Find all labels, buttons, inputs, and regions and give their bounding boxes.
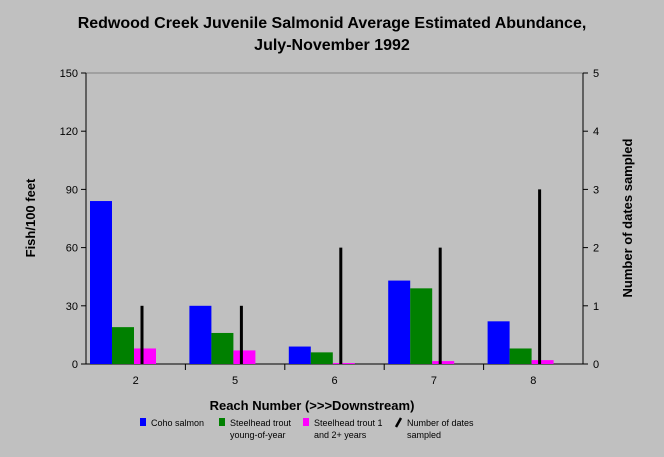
x-axis-title: Reach Number (>>>Downstream) (210, 398, 415, 413)
legend-label-steelhead-yoy-line2: young-of-year (230, 430, 286, 440)
bar-steelhead-trout-young-of-year (310, 352, 333, 364)
bar-steelhead-trout-1-and-2-years (332, 363, 355, 364)
x-axis-ticks: 2 5 6 7 8 (133, 364, 536, 387)
x-tick-label: 8 (530, 375, 536, 387)
legend-item-coho: Coho salmon (140, 418, 204, 428)
bar-coho-salmon (189, 305, 212, 364)
bar-steelhead-trout-1-and-2-years (233, 350, 256, 364)
chart-title-line2: July-November 1992 (254, 37, 410, 54)
legend-label-dates-sampled-line1: Number of dates (407, 418, 474, 428)
legend-item-steelhead-yoy: Steelhead trout young-of-year (219, 418, 292, 440)
legend-item-steelhead-1-2: Steelhead trout 1 and 2+ years (303, 418, 383, 440)
legend-label-coho: Coho salmon (151, 418, 204, 428)
legend-label-steelhead-yoy-line1: Steelhead trout (230, 418, 292, 428)
y-right-tick-label: 0 (593, 359, 599, 371)
y-left-tick-label: 120 (60, 126, 78, 138)
y-right-tick-label: 3 (593, 184, 599, 196)
y-axis-left-title: Fish/100 feet (23, 178, 38, 257)
y-left-tick-label: 150 (60, 68, 78, 80)
left-axis-ticks: 0 30 60 90 120 150 (60, 68, 86, 371)
bar-steelhead-trout-young-of-year (410, 288, 433, 364)
legend-label-steelhead-1-2-line2: and 2+ years (314, 430, 367, 440)
bar-steelhead-trout-young-of-year (112, 327, 134, 364)
legend-label-steelhead-1-2-line1: Steelhead trout 1 (314, 418, 383, 428)
x-tick-label: 5 (232, 375, 238, 387)
bar-steelhead-trout-1-and-2-years (531, 360, 554, 364)
legend-item-dates-sampled: Number of dates sampled (394, 417, 474, 440)
right-axis-ticks: 0 1 2 3 4 5 (583, 68, 599, 371)
bar-coho-salmon (288, 346, 311, 364)
bar-coho-salmon (90, 201, 112, 364)
legend-swatch-steelhead-1-2 (303, 418, 309, 426)
y-axis-right-title: Number of dates sampled (620, 138, 635, 297)
bar-steelhead-trout-1-and-2-years (134, 348, 156, 364)
y-left-tick-label: 0 (72, 359, 78, 371)
y-left-tick-label: 90 (66, 184, 78, 196)
bars-group (90, 189, 554, 364)
x-tick-label: 7 (431, 375, 437, 387)
y-right-tick-label: 4 (593, 126, 599, 138)
legend-swatch-dates-sampled (394, 417, 403, 428)
x-tick-label: 2 (133, 375, 139, 387)
legend-swatch-steelhead-yoy (219, 418, 225, 426)
legend: Coho salmon Steelhead trout young-of-yea… (140, 417, 474, 440)
y-right-tick-label: 2 (593, 243, 599, 255)
legend-label-dates-sampled-line2: sampled (407, 430, 441, 440)
y-left-tick-label: 60 (66, 243, 78, 255)
bar-steelhead-trout-1-and-2-years (432, 361, 455, 364)
bar-steelhead-trout-young-of-year (509, 348, 532, 364)
plot-area (85, 72, 584, 365)
bar-coho-salmon (388, 280, 411, 364)
bar-coho-salmon (487, 321, 510, 364)
chart-title-line1: Redwood Creek Juvenile Salmonid Average … (78, 15, 587, 32)
x-tick-label: 6 (331, 375, 337, 387)
y-right-tick-label: 1 (593, 301, 599, 313)
y-left-tick-label: 30 (66, 301, 78, 313)
bar-steelhead-trout-young-of-year (211, 332, 234, 364)
legend-swatch-coho (140, 418, 146, 426)
y-right-tick-label: 5 (593, 68, 599, 80)
